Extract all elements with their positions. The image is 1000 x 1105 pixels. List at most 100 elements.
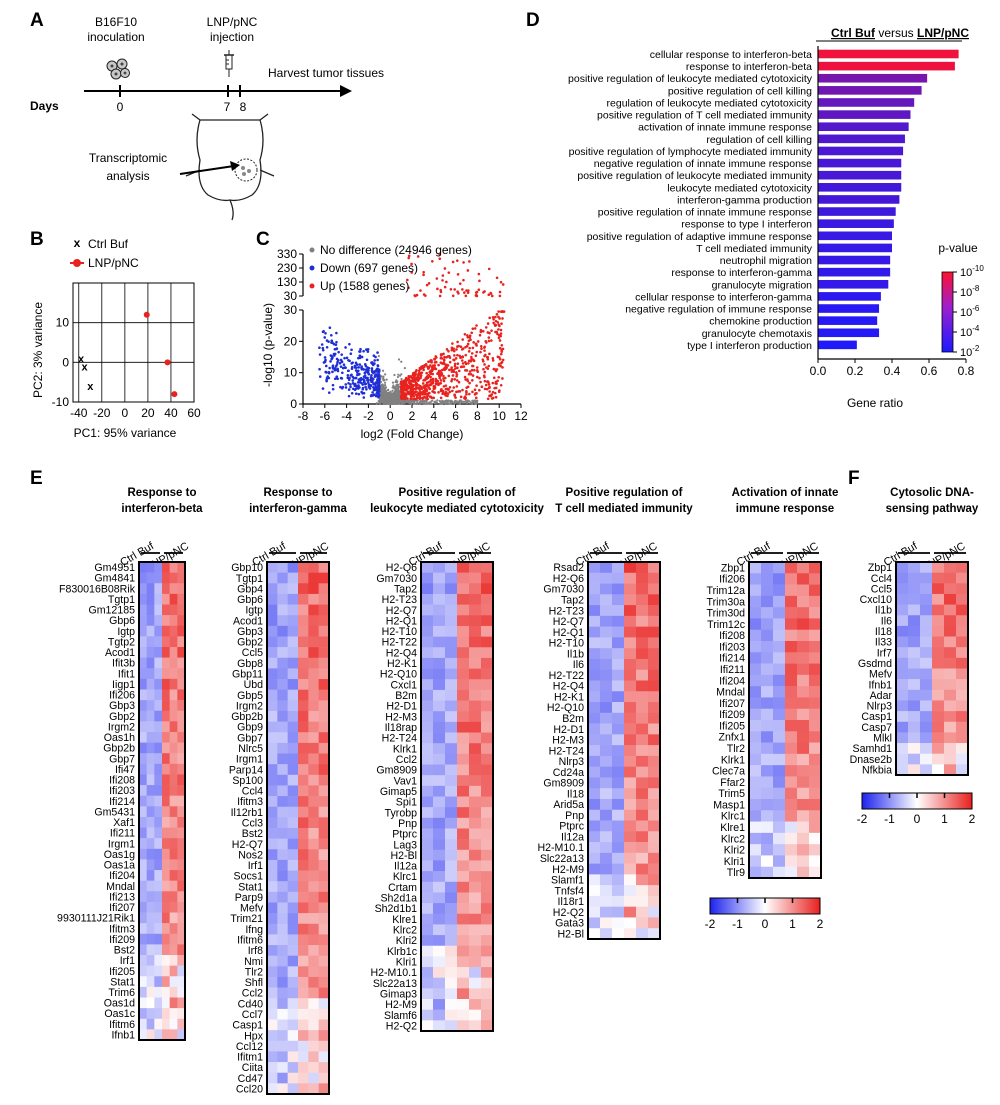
heatmap-cell bbox=[896, 679, 909, 691]
heatmap-gene-label: Ptprc bbox=[559, 821, 584, 833]
heatmap-gene-label: H2-Q6 bbox=[553, 573, 584, 585]
heatmap-cell bbox=[287, 1083, 299, 1095]
heatmap-cell bbox=[481, 625, 494, 637]
heatmap-cell bbox=[944, 668, 957, 680]
volcano-ytick: 0 bbox=[290, 397, 297, 411]
go-term-label: granulocyte migration bbox=[712, 279, 813, 291]
heatmap-cell bbox=[139, 1018, 147, 1030]
heatmap-gene-label: Samhd1 bbox=[853, 743, 893, 755]
volcano-point-none bbox=[473, 399, 476, 402]
volcano-point-up bbox=[414, 370, 418, 373]
volcano-point-down bbox=[371, 377, 375, 381]
go-bar bbox=[818, 98, 915, 107]
volcano-point-up bbox=[456, 340, 459, 344]
heatmap-cell bbox=[318, 806, 330, 818]
volcano-point-down bbox=[346, 369, 350, 373]
heatmap-cell bbox=[932, 679, 945, 691]
heatmap-cell bbox=[761, 708, 774, 721]
volcano-point-none bbox=[466, 401, 469, 404]
heatmap-cell bbox=[785, 720, 798, 732]
heatmap-cell bbox=[433, 924, 446, 936]
heatmap-cell bbox=[785, 686, 798, 698]
heatmap-cell bbox=[457, 988, 470, 1000]
heatmap-cell bbox=[932, 764, 945, 776]
volcano-point-none bbox=[382, 390, 386, 393]
heatmap-cell bbox=[773, 562, 786, 574]
heatmap-cell bbox=[600, 831, 613, 843]
volcano-point-down bbox=[354, 361, 358, 365]
heatmap-cell bbox=[648, 745, 661, 757]
heatmap-cell bbox=[588, 615, 601, 627]
heatmap-cell bbox=[749, 810, 762, 822]
heatmap-cell bbox=[636, 863, 649, 875]
volcano-point-down bbox=[360, 355, 364, 359]
heatmap-cell bbox=[797, 753, 810, 766]
heatmap-cell bbox=[298, 572, 309, 584]
volcano-point-up bbox=[444, 364, 448, 368]
heatmap-cell bbox=[636, 906, 649, 918]
heatmap-cell bbox=[445, 562, 458, 573]
heatmap-gene-label: Gbp2b bbox=[103, 743, 135, 755]
heatmap-cell bbox=[896, 732, 909, 744]
heatmap-cell bbox=[154, 636, 163, 648]
go-term-label: positive regulation of innate immune res… bbox=[598, 207, 812, 219]
heatmap-cell bbox=[944, 764, 957, 776]
volcano-point-down bbox=[370, 369, 374, 372]
heatmap-cell bbox=[433, 657, 446, 669]
heatmap-cell bbox=[162, 976, 170, 988]
heatmap-cell bbox=[773, 866, 786, 879]
heatmap-gene-label: Ifi207 bbox=[719, 698, 745, 710]
heatmap-cell bbox=[146, 816, 155, 828]
heatmap-cell bbox=[612, 798, 625, 811]
heatmap-cell bbox=[146, 997, 155, 1009]
heatmap-cell bbox=[600, 777, 613, 789]
heatmap-cell bbox=[612, 874, 625, 886]
volcano-point-down bbox=[357, 384, 360, 387]
heatmap-cell bbox=[600, 583, 613, 595]
heatmap-cell bbox=[277, 710, 288, 722]
volcano-point-up bbox=[499, 352, 503, 356]
heatmap-cell bbox=[154, 604, 163, 616]
volcano-point-up bbox=[475, 344, 478, 347]
heatmap-cell bbox=[162, 912, 170, 924]
volcano-point-down bbox=[369, 379, 373, 382]
heatmap-cell bbox=[600, 852, 613, 864]
heatmap-gene-label: Ifi203 bbox=[109, 785, 135, 797]
heatmap-cell bbox=[749, 697, 762, 710]
heatmap-cell bbox=[139, 731, 147, 743]
heatmap-cell bbox=[169, 753, 178, 765]
heatmap-gene-label: Cd24a bbox=[553, 767, 584, 779]
volcano-point-up bbox=[468, 370, 472, 373]
heatmap-cell bbox=[469, 647, 482, 659]
heatmap-cell bbox=[421, 977, 434, 989]
heatmap-cell bbox=[469, 999, 482, 1010]
heatmap-cell bbox=[445, 796, 458, 808]
heatmap-gene-label: H2-T22 bbox=[382, 637, 417, 649]
heatmap-cell bbox=[636, 648, 649, 660]
heatmap-cell bbox=[445, 711, 458, 723]
heatmap-cell bbox=[146, 572, 155, 584]
volcano-point-down bbox=[333, 354, 336, 357]
volcano-point-up bbox=[442, 374, 445, 378]
volcano-point-up bbox=[425, 371, 428, 375]
volcano-xtick: 12 bbox=[514, 409, 528, 423]
heatmap-cell bbox=[287, 657, 299, 669]
heatmap-cell bbox=[154, 562, 163, 573]
volcano-point-up bbox=[425, 384, 429, 387]
volcano-point-none bbox=[382, 376, 385, 379]
heatmap-cell bbox=[169, 933, 178, 945]
volcano-point-up bbox=[420, 365, 423, 369]
heatmap-title: Response to bbox=[127, 487, 196, 499]
volcano-point-none bbox=[383, 381, 387, 384]
heatmap-cell bbox=[267, 966, 278, 978]
heatmap-cell bbox=[749, 607, 762, 619]
heatmap-cell bbox=[287, 1030, 299, 1042]
heatmap-cell bbox=[267, 764, 278, 776]
heatmap-cell bbox=[308, 998, 319, 1010]
heatmap-cell bbox=[749, 708, 762, 721]
volcano-point-down bbox=[362, 391, 366, 395]
heatmap-cell bbox=[139, 986, 147, 998]
volcano-point-up bbox=[431, 379, 435, 383]
heatmap-cell bbox=[139, 646, 147, 658]
volcano-point-up bbox=[483, 387, 487, 391]
